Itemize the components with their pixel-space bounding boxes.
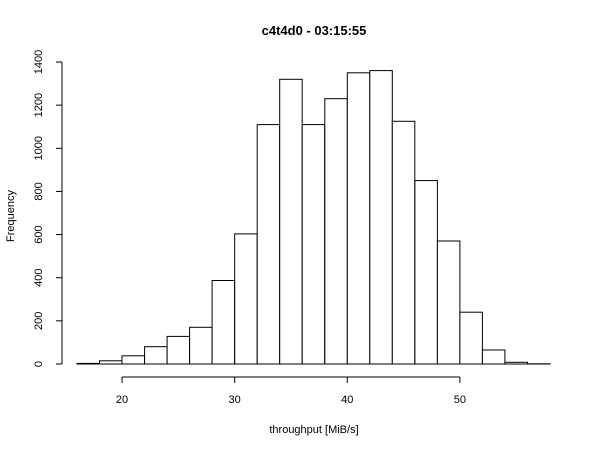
chart-title: c4t4d0 - 03:15:55 [262,23,367,38]
histogram-bar-16 [436,240,461,365]
y-tick-label-800: 800 [33,182,45,200]
histogram-bars [76,70,551,365]
histogram-bar-13 [369,70,393,365]
histogram-bar-5 [189,326,213,365]
y-axis-label: Frequency [5,190,17,242]
histogram-bar-0 [76,362,100,365]
y-tick-label-0: 0 [33,361,45,367]
x-axis: 20 30 40 50 [116,376,466,406]
y-tick-label-400: 400 [33,269,45,287]
histogram-bar-11 [324,98,348,365]
x-tick-label-50: 50 [454,394,466,406]
histogram-bar-9 [279,78,303,365]
y-axis: 0 200 400 600 800 1000 1200 1400 [33,50,63,367]
y-tick-label-1200: 1200 [33,93,45,117]
histogram-bar-3 [144,346,168,365]
y-tick-label-600: 600 [33,225,45,243]
histogram-bar-15 [414,180,438,365]
histogram-bar-12 [346,72,371,365]
y-tick-label-200: 200 [33,312,45,330]
histogram-bar-10 [301,124,326,365]
histogram-bar-6 [211,280,236,365]
y-tick-label-1400: 1400 [33,50,45,74]
histogram-bar-17 [459,311,483,365]
histogram-bar-1 [99,360,123,365]
histogram-bar-14 [391,120,416,365]
histogram-bar-7 [234,233,258,365]
histogram-bar-19 [504,361,528,365]
histogram-bar-2 [121,355,145,365]
histogram-bar-4 [166,335,191,365]
x-tick-label-30: 30 [229,394,241,406]
x-tick-label-20: 20 [116,394,128,406]
x-tick-label-40: 40 [341,394,353,406]
histogram-bar-8 [256,124,281,365]
y-tick-label-1000: 1000 [33,136,45,160]
x-axis-label: throughput [MiB/s] [269,424,358,436]
histogram-bar-18 [481,349,506,365]
